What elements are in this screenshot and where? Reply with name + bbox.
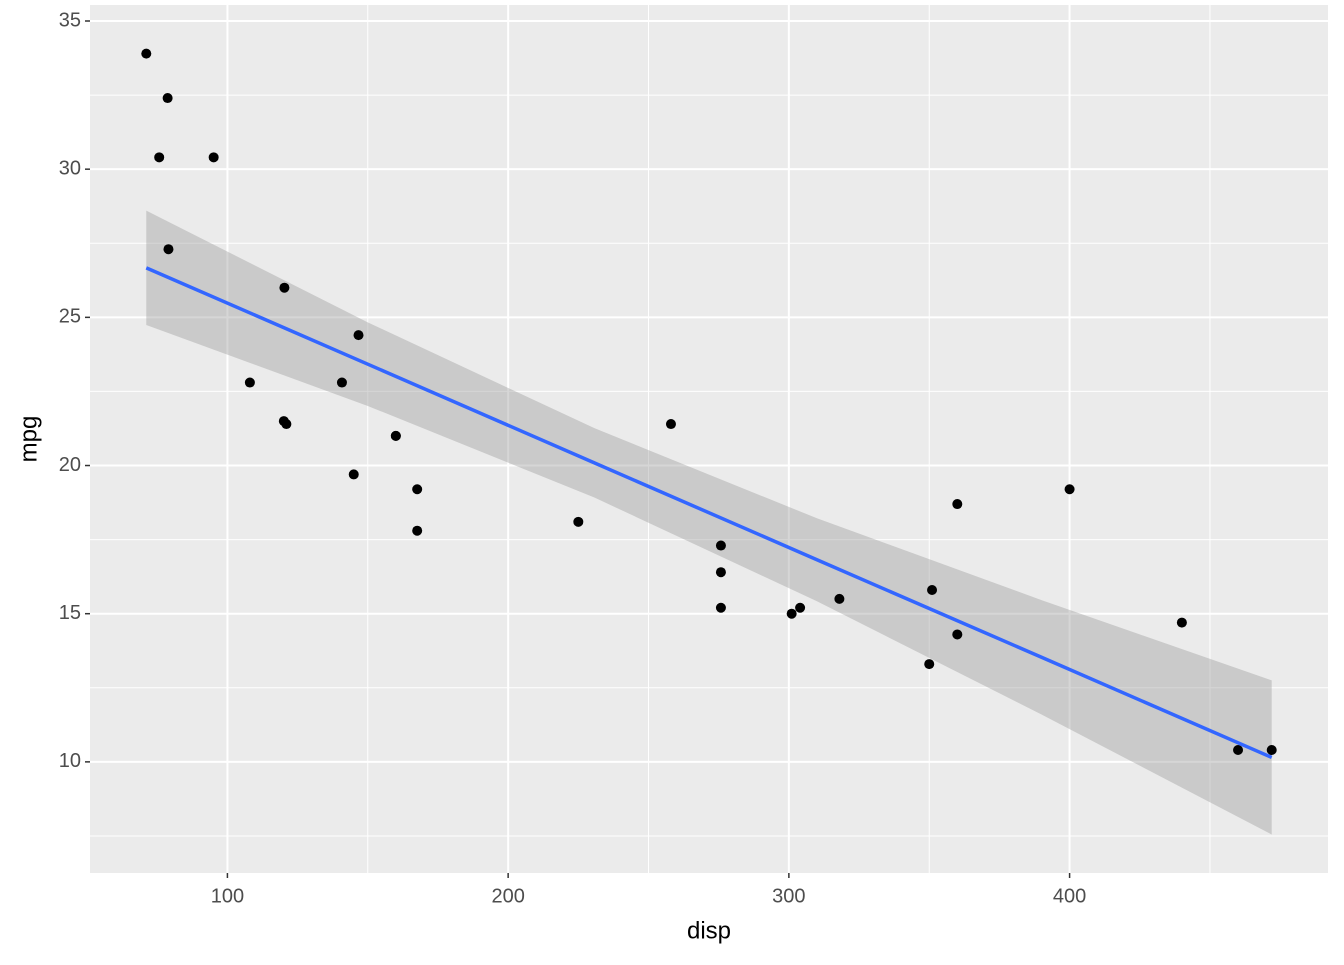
point [834,593,845,604]
point [952,629,963,640]
x-tick-label: 400 [1053,885,1086,907]
point [1233,745,1244,756]
point [244,377,255,388]
point [715,602,726,613]
point [927,584,938,595]
point [795,602,806,613]
point [786,608,797,619]
point [348,469,359,480]
point [336,377,347,388]
point [573,516,584,527]
y-axis-title: mpg [15,416,42,463]
point [1176,617,1187,628]
point [281,419,292,430]
point [390,430,401,441]
point [279,282,290,293]
point [924,659,935,670]
point [141,48,152,59]
point [208,152,219,163]
y-tick-label: 25 [59,306,81,328]
point [412,484,423,495]
point [1266,745,1277,756]
confidence-band [146,210,1272,835]
point [715,540,726,551]
y-tick-label: 15 [59,602,81,624]
point [154,152,165,163]
x-tick-label: 100 [211,885,244,907]
x-tick-label: 200 [491,885,524,907]
point [412,525,423,536]
y-tick-label: 20 [59,454,81,476]
y-tick-label: 10 [59,750,81,772]
x-axis-title: disp [687,917,731,944]
point [162,93,173,104]
point [1064,484,1075,495]
point [163,244,174,255]
panel [90,5,1328,873]
y-tick-label: 35 [59,9,81,31]
point [952,499,963,510]
point [715,567,726,578]
smooth-line [145,266,1273,760]
x-tick-label: 300 [772,885,805,907]
point [665,419,676,430]
y-tick-label: 30 [59,157,81,179]
point [353,330,364,341]
